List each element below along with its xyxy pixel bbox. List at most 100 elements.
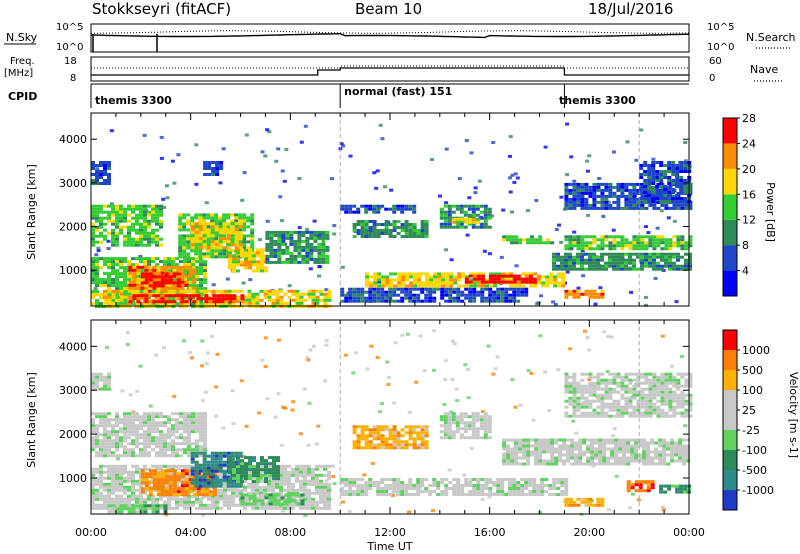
heatmap-cell (628, 194, 633, 198)
heatmap-cell (99, 497, 103, 501)
heatmap-cell (445, 275, 450, 279)
heatmap-cell (226, 228, 231, 232)
heatmap-cell (103, 281, 107, 285)
heatmap-cell (453, 275, 458, 279)
heatmap-cell (305, 260, 310, 264)
heatmap-cell (293, 230, 298, 234)
heatmap-cell (564, 235, 569, 239)
heatmap-cell (103, 412, 107, 416)
heatmap-cell (576, 289, 581, 293)
heatmap-cell (376, 299, 381, 303)
heatmap-cell (608, 247, 613, 251)
heatmap-cell (226, 213, 231, 217)
heatmap-cell (680, 235, 685, 239)
heatmap-cell (648, 203, 653, 207)
heatmap-cell (207, 494, 211, 498)
heatmap-cell (136, 297, 141, 301)
heatmap-cell (95, 207, 99, 211)
heatmap-cell (107, 182, 111, 185)
heatmap-cell (651, 176, 656, 179)
heatmap-cell (115, 213, 119, 217)
heatmap-cell (596, 185, 601, 189)
heatmap-cell (325, 254, 330, 258)
heatmap-cell (123, 439, 127, 443)
heatmap-cell (456, 220, 461, 224)
heatmap-cell (600, 264, 604, 268)
heatmap-cell (516, 287, 521, 291)
heatmap-cell (663, 191, 668, 194)
heatmap-cell (240, 294, 245, 298)
heatmap-cell (99, 176, 103, 179)
heatmap-speckle (535, 302, 540, 306)
heatmap-cell (144, 475, 149, 479)
heatmap-cell (111, 445, 115, 449)
heatmap-cell (376, 232, 381, 235)
heatmap-cell (103, 284, 107, 288)
heatmap-cell (135, 301, 140, 305)
heatmap-cell (171, 433, 175, 437)
heatmap-speckle (646, 231, 651, 235)
heatmap-cell (107, 298, 112, 302)
heatmap-cell (580, 258, 584, 262)
heatmap-speckle (106, 239, 111, 243)
heatmap-speckle (204, 362, 209, 366)
nsearch-trace (91, 30, 690, 34)
heatmap-cell (299, 301, 304, 305)
heatmap-cell (160, 469, 165, 473)
heatmap-cell (143, 289, 148, 293)
heatmap-cell (176, 478, 181, 482)
heatmap-cell (271, 488, 275, 492)
heatmap-cell (663, 200, 668, 203)
heatmap-cell (91, 494, 95, 498)
heatmap-cell (123, 491, 127, 495)
heatmap-cell (183, 289, 188, 293)
heatmap-cell (119, 473, 123, 477)
heatmap-cell (107, 436, 111, 440)
heatmap-cell (188, 268, 193, 272)
heatmap-cell (123, 210, 127, 214)
heatmap-cell (580, 238, 585, 242)
heatmap-cell (584, 241, 589, 245)
heatmap-cell (412, 229, 417, 232)
heatmap-cell (107, 257, 111, 261)
heatmap-cell (195, 448, 199, 452)
heatmap-cell (99, 207, 103, 211)
heatmap-cell (279, 491, 283, 495)
heatmap-cell (127, 500, 131, 504)
heatmap-cell (317, 257, 322, 261)
heatmap-cell (425, 272, 430, 276)
heatmap-cell (588, 295, 593, 299)
heatmap-speckle (442, 403, 447, 407)
heatmap-cell (604, 235, 609, 239)
heatmap-cell (655, 188, 660, 191)
heatmap-cell (91, 260, 95, 264)
heatmap-cell (468, 274, 473, 278)
heatmap-cell (380, 223, 385, 226)
heatmap-cell (608, 258, 612, 262)
heatmap-cell (460, 299, 465, 303)
heatmap-cell (210, 234, 215, 238)
heatmap-cell (99, 476, 103, 480)
heatmap-cell (651, 194, 656, 197)
heatmap-cell (600, 238, 605, 242)
heatmap-cell (608, 185, 613, 189)
heatmap-cell (127, 234, 131, 238)
heatmap-cell (99, 204, 103, 208)
heatmap-cell (267, 476, 271, 480)
heatmap-cell (152, 265, 157, 269)
heatmap-cell (688, 252, 692, 256)
heatmap-cell (440, 293, 445, 297)
heatmap-cell (463, 225, 468, 229)
heatmap-cell (140, 286, 145, 290)
heatmap-cell (202, 252, 207, 256)
heatmap-cell (238, 243, 243, 247)
heatmap-cell (199, 284, 203, 288)
heatmap-cell (107, 293, 111, 297)
heatmap-cell (210, 463, 215, 467)
heatmap-cell (202, 478, 207, 482)
heatmap-cell (123, 418, 127, 422)
heatmap-cell (214, 219, 219, 223)
heatmap-cell (119, 284, 123, 288)
heatmap-cell (592, 258, 596, 262)
heatmap-cell (643, 197, 648, 200)
